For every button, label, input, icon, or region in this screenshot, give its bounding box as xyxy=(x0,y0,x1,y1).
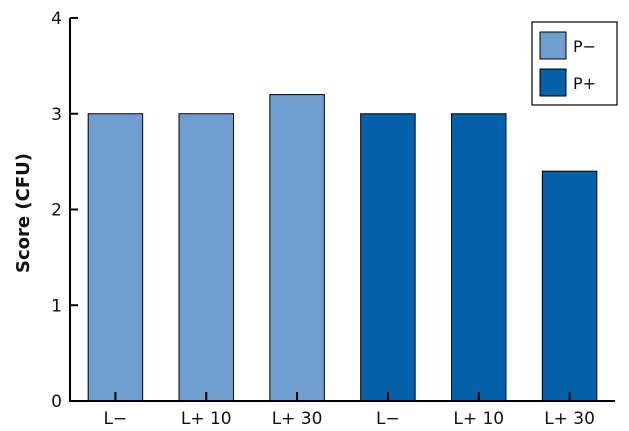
bar-p-plus-4 xyxy=(360,113,416,402)
bar-p-minus-2 xyxy=(178,113,234,402)
y-axis-title: Score (CFU) xyxy=(13,153,34,273)
y-tick-label: 4 xyxy=(51,9,62,29)
x-tick-label: L+ 10 xyxy=(453,409,504,429)
bar-p-minus-3 xyxy=(269,94,325,402)
legend-label-p-minus: P− xyxy=(573,37,596,56)
x-tick-label: L+ 30 xyxy=(272,409,323,429)
x-tick-label: L− xyxy=(376,409,400,429)
legend-swatch-p-minus xyxy=(539,31,567,60)
y-tick-label: 1 xyxy=(51,296,62,316)
y-tick-label: 2 xyxy=(51,201,62,221)
legend: P− P+ xyxy=(531,21,618,106)
y-tick-label: 3 xyxy=(51,105,62,125)
bars-group xyxy=(87,94,598,402)
x-tick-label: L− xyxy=(104,409,128,429)
legend-label-p-plus: P+ xyxy=(573,74,596,93)
bar-p-plus-6 xyxy=(541,170,598,402)
bar-p-minus-1 xyxy=(87,113,144,402)
y-tick-label: 0 xyxy=(51,392,62,412)
legend-swatch-p-plus xyxy=(539,68,567,97)
x-tick-label: L+ 30 xyxy=(544,409,595,429)
y-ticks-group: 0 1 2 3 4 xyxy=(51,9,78,412)
bar-p-plus-5 xyxy=(451,113,507,402)
x-ticks-group: L− L+ 10 L+ 30 L− L+ 10 L+ 30 xyxy=(104,392,595,429)
x-tick-label: L+ 10 xyxy=(181,409,232,429)
